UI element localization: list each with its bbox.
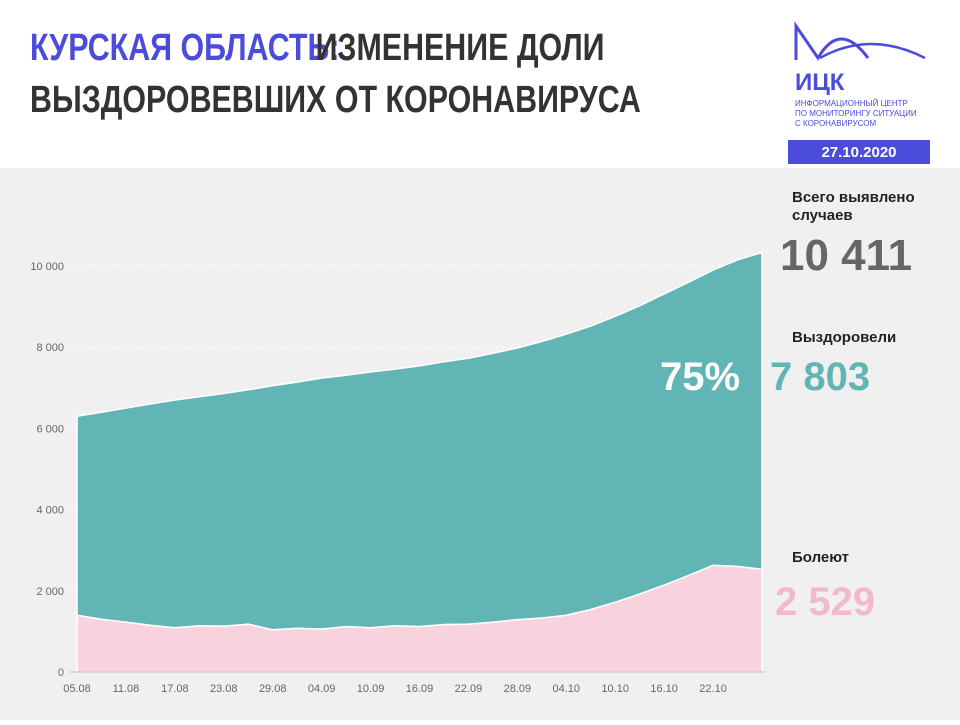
x-tick-label: 05.08 bbox=[63, 683, 91, 695]
y-tick-label: 2 000 bbox=[36, 586, 64, 598]
x-tick-label: 10.09 bbox=[357, 683, 385, 695]
x-tick-label: 22.10 bbox=[699, 683, 727, 695]
x-tick-label: 29.08 bbox=[259, 683, 287, 695]
title: ВЫЗДОРОВЕВШИХ ОТ КОРОНАВИРУСА bbox=[30, 79, 641, 121]
logo bbox=[794, 21, 926, 61]
y-tick-label: 4 000 bbox=[36, 505, 64, 517]
x-tick-label: 11.08 bbox=[113, 683, 140, 695]
title-line-1: КУРСКАЯ ОБЛАСТЬ: ИЗМЕНЕНИЕ ДОЛИ bbox=[30, 27, 605, 69]
logo-shape bbox=[819, 42, 926, 60]
sick-value: 2 529 bbox=[775, 580, 875, 624]
total-value: 10 411 bbox=[780, 231, 912, 280]
title: ИЗМЕНЕНИЕ ДОЛИ bbox=[316, 27, 605, 69]
y-tick-label: 8 000 bbox=[36, 342, 64, 354]
logo-caption: ПО МОНИТОРИНГУ СИТУАЦИИ bbox=[795, 109, 917, 118]
x-tick-label: 23.08 bbox=[210, 683, 238, 695]
x-tick-label: 04.09 bbox=[308, 683, 336, 695]
date: 27.10.2020 bbox=[821, 144, 896, 161]
logo-caption: ИНФОРМАЦИОННЫЙ ЦЕНТР bbox=[795, 99, 908, 108]
annotation-label: случаев bbox=[792, 207, 853, 224]
x-tick-label: 22.09 bbox=[455, 683, 483, 695]
y-tick-label: 6 000 bbox=[36, 423, 64, 435]
legend-label: Выздоровели bbox=[792, 329, 896, 346]
x-tick-label: 04.10 bbox=[553, 683, 581, 695]
logo-shape bbox=[794, 21, 870, 61]
y-tick-label: 0 bbox=[58, 667, 64, 679]
x-tick-label: 16.10 bbox=[650, 683, 678, 695]
x-tick-label: 17.08 bbox=[161, 683, 189, 695]
x-tick-label: 28.09 bbox=[504, 683, 532, 695]
logo-text: ИЦК bbox=[795, 69, 845, 96]
date-box bbox=[788, 140, 930, 164]
title-highlight: КУРСКАЯ ОБЛАСТЬ: bbox=[30, 27, 339, 69]
x-tick-label: 10.10 bbox=[601, 683, 629, 695]
recovered-value: 7 803 bbox=[770, 355, 870, 399]
annotation-label: Всего выявлено bbox=[792, 189, 915, 206]
plot: 0 2 000 4 000 6 000 8 000 10 000 05.08 11.08 17.… bbox=[30, 251, 765, 695]
recovered-share: 75% bbox=[660, 355, 740, 399]
area bbox=[76, 251, 763, 631]
x-tick-label: 16.09 bbox=[406, 683, 434, 695]
legend-label: Болеют bbox=[792, 549, 849, 566]
logo-caption: С КОРОНАВИРУСОМ bbox=[795, 119, 876, 128]
y-tick-label: 10 000 bbox=[30, 261, 64, 273]
